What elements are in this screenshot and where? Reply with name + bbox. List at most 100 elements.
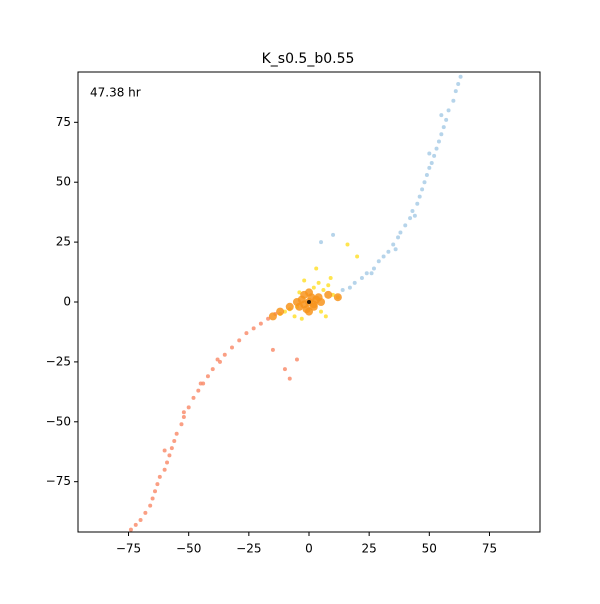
point [174, 431, 179, 436]
point [297, 290, 302, 295]
point [439, 113, 444, 118]
point [323, 314, 328, 319]
point [311, 285, 316, 290]
point [326, 283, 331, 288]
point [453, 89, 458, 94]
point [282, 367, 287, 372]
point [439, 132, 444, 137]
point [237, 338, 242, 343]
point [369, 271, 374, 276]
point [138, 518, 143, 523]
point [230, 345, 234, 350]
point [287, 376, 292, 381]
x-tick-label: 25 [362, 542, 377, 556]
point [316, 280, 321, 285]
point [181, 415, 186, 419]
point [285, 302, 294, 311]
point [205, 374, 210, 379]
point [403, 223, 408, 228]
point [393, 247, 398, 252]
x-tick-label: 75 [482, 542, 497, 556]
point [179, 422, 184, 427]
plot-frame [77, 71, 541, 533]
y-tick-label: 0 [63, 295, 71, 309]
point [196, 388, 201, 393]
point [359, 276, 364, 281]
point [133, 522, 138, 527]
point [150, 496, 155, 501]
point [266, 316, 271, 321]
y-tick-label: −25 [46, 354, 71, 368]
point [441, 125, 446, 130]
point [424, 173, 429, 178]
point [305, 288, 313, 297]
point [420, 187, 425, 192]
point [292, 298, 301, 306]
x-tick-label: −75 [116, 542, 141, 556]
point [422, 180, 427, 185]
point [270, 347, 275, 352]
point [210, 367, 215, 372]
y-tick-label: 50 [56, 175, 71, 189]
point [410, 208, 415, 213]
point [314, 266, 319, 271]
point [328, 276, 333, 281]
point [396, 235, 401, 240]
point [391, 242, 396, 247]
point [167, 453, 172, 458]
point [429, 161, 434, 166]
point [300, 300, 309, 309]
point [251, 326, 256, 331]
point [276, 307, 285, 316]
point [364, 271, 369, 276]
point [381, 254, 386, 259]
x-tick-label: 0 [305, 542, 313, 556]
point [317, 298, 326, 306]
point [432, 153, 437, 158]
point [434, 146, 439, 151]
point [376, 259, 381, 264]
y-tick-label: 25 [56, 235, 71, 249]
point [153, 489, 157, 494]
point [169, 446, 174, 451]
point [427, 151, 432, 156]
point [352, 280, 357, 285]
point [162, 448, 167, 453]
x-tick-label: −25 [236, 542, 261, 556]
y-tick-label: −50 [46, 414, 71, 428]
point [456, 81, 461, 86]
y-tick-label: 75 [56, 115, 71, 129]
point [446, 108, 451, 113]
y-tick-label: −75 [46, 474, 71, 488]
point [148, 503, 153, 508]
point [244, 331, 249, 336]
point [331, 232, 336, 237]
point [415, 201, 420, 206]
point [294, 357, 299, 362]
point [355, 254, 360, 259]
point [345, 242, 350, 247]
point [436, 139, 441, 144]
point [128, 527, 133, 532]
point [198, 381, 203, 386]
point [451, 98, 456, 103]
chart-title: K_s0.5_b0.55 [262, 51, 355, 67]
point [458, 74, 463, 79]
point [444, 117, 449, 122]
annotation: 47.38 hr [90, 86, 141, 100]
x-tick-label: 50 [422, 542, 437, 556]
point [398, 230, 403, 235]
point [172, 438, 177, 443]
point [186, 405, 191, 410]
point [340, 288, 345, 293]
point [292, 314, 297, 319]
point [324, 290, 333, 299]
point [417, 194, 422, 199]
point [155, 482, 160, 487]
point [427, 165, 432, 170]
point [302, 278, 307, 283]
point [268, 312, 277, 321]
point [347, 285, 352, 290]
point [165, 460, 170, 465]
